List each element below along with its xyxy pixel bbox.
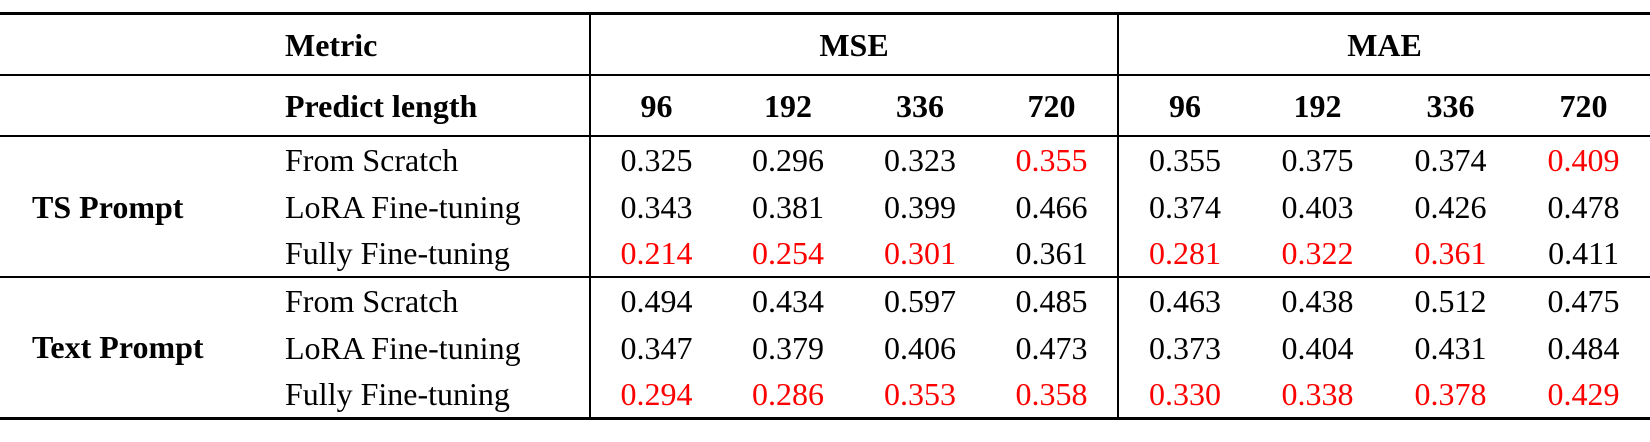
mae-group-header: MAE bbox=[1117, 13, 1650, 76]
mae-value: 0.378 bbox=[1414, 375, 1487, 412]
empty-cell bbox=[0, 75, 250, 137]
mae-value: 0.512 bbox=[1414, 283, 1487, 319]
mae-value: 0.463 bbox=[1117, 277, 1252, 324]
mae-value: 0.484 bbox=[1547, 329, 1620, 366]
table-header: Metric MSE MAE Predict length 96 192 336… bbox=[0, 13, 1650, 137]
mse-value: 0.434 bbox=[752, 283, 824, 319]
mse-value: 0.473 bbox=[1015, 329, 1088, 366]
mse-value: 0.347 bbox=[589, 324, 722, 371]
mae-value: 0.355 bbox=[1117, 136, 1252, 183]
mse-value: 0.294 bbox=[589, 371, 722, 418]
mse-value: 0.399 bbox=[884, 188, 956, 225]
data-row: LoRA Fine-tuning 0.347 0.379 0.406 0.473 0.37… bbox=[0, 324, 1650, 371]
mae-value: 0.409 bbox=[1547, 142, 1620, 178]
row-label: LoRA Fine-tuning bbox=[285, 329, 521, 366]
mse-value: 0.323 bbox=[884, 142, 956, 178]
mse-length-336: 336 bbox=[854, 75, 986, 137]
row-group-label: TS Prompt bbox=[32, 188, 184, 225]
mae-value: 0.431 bbox=[1414, 329, 1487, 366]
mse-value: 0.353 bbox=[884, 375, 956, 412]
mae-value: 0.375 bbox=[1281, 142, 1354, 178]
mae-value: 0.373 bbox=[1117, 324, 1252, 371]
mse-value: 0.214 bbox=[589, 230, 722, 277]
mae-value: 0.438 bbox=[1281, 283, 1354, 319]
results-table: Metric MSE MAE Predict length 96 192 336… bbox=[0, 12, 1650, 420]
mse-value: 0.254 bbox=[752, 235, 824, 271]
data-row: Fully Fine-tuning 0.214 0.254 0.301 0.361 0.2… bbox=[0, 230, 1650, 277]
row-label: Fully Fine-tuning bbox=[285, 375, 510, 412]
data-row: LoRA Fine-tuning 0.343 0.381 0.399 0.466 0.37… bbox=[0, 183, 1650, 230]
mse-value: 0.325 bbox=[589, 136, 722, 183]
row-label: From Scratch bbox=[285, 283, 459, 319]
mae-value: 0.429 bbox=[1547, 375, 1620, 412]
mae-length-192: 192 bbox=[1251, 75, 1385, 137]
mse-value: 0.379 bbox=[752, 329, 824, 366]
predict-length-label: Predict length bbox=[250, 75, 590, 137]
mae-value: 0.404 bbox=[1281, 329, 1354, 366]
mae-value: 0.478 bbox=[1547, 188, 1620, 225]
mse-value: 0.381 bbox=[752, 188, 824, 225]
mse-group-header: MSE bbox=[588, 13, 1119, 76]
mse-value: 0.597 bbox=[884, 283, 956, 319]
data-row: Text Prompt From Scratch 0.494 0.434 0.597 0.… bbox=[0, 277, 1650, 363]
mse-value: 0.343 bbox=[589, 183, 722, 230]
mse-value: 0.494 bbox=[589, 277, 722, 324]
row-label: LoRA Fine-tuning bbox=[285, 188, 521, 225]
row-group-label: Text Prompt bbox=[32, 329, 204, 366]
mse-value: 0.286 bbox=[752, 375, 824, 412]
mae-length-336: 336 bbox=[1384, 75, 1518, 137]
mae-length-96: 96 bbox=[1117, 75, 1252, 137]
mae-value: 0.338 bbox=[1281, 375, 1354, 412]
predict-length-header-row: Predict length 96 192 336 720 96 192 336… bbox=[0, 75, 1650, 137]
mse-value: 0.296 bbox=[752, 142, 824, 178]
mse-value: 0.406 bbox=[884, 329, 956, 366]
row-label: From Scratch bbox=[285, 142, 459, 178]
mse-length-192: 192 bbox=[722, 75, 854, 137]
row-label: Fully Fine-tuning bbox=[285, 235, 510, 271]
metric-header-label: Metric bbox=[250, 13, 590, 76]
mse-value: 0.361 bbox=[1015, 235, 1088, 271]
mae-value: 0.281 bbox=[1117, 230, 1252, 277]
data-row: TS Prompt From Scratch 0.325 0.296 0.323 0.35… bbox=[0, 136, 1650, 223]
row-group-ts-prompt: TS Prompt From Scratch 0.325 0.296 0.323 0.35… bbox=[0, 136, 1650, 277]
metric-header-row: Metric MSE MAE bbox=[0, 13, 1650, 76]
empty-corner-cell bbox=[0, 13, 250, 76]
mae-length-720: 720 bbox=[1517, 75, 1650, 137]
mae-value: 0.361 bbox=[1414, 235, 1487, 271]
mae-value: 0.475 bbox=[1547, 283, 1620, 319]
mse-value: 0.466 bbox=[1015, 188, 1088, 225]
mae-value: 0.374 bbox=[1414, 142, 1487, 178]
mae-value: 0.330 bbox=[1117, 371, 1252, 418]
mse-value: 0.358 bbox=[1015, 375, 1088, 412]
mse-length-96: 96 bbox=[589, 75, 722, 137]
row-group-text-prompt: Text Prompt From Scratch 0.494 0.434 0.597 0.… bbox=[0, 277, 1650, 418]
mse-value: 0.355 bbox=[1015, 142, 1088, 178]
mae-value: 0.322 bbox=[1281, 235, 1354, 271]
data-row: Fully Fine-tuning 0.294 0.286 0.353 0.358 0.3… bbox=[0, 371, 1650, 418]
mse-length-720: 720 bbox=[986, 75, 1119, 137]
mae-value: 0.403 bbox=[1281, 188, 1354, 225]
mse-value: 0.301 bbox=[884, 235, 956, 271]
mae-value: 0.374 bbox=[1117, 183, 1252, 230]
mae-value: 0.411 bbox=[1548, 235, 1619, 271]
mse-value: 0.485 bbox=[1015, 283, 1088, 319]
mae-value: 0.426 bbox=[1414, 188, 1487, 225]
